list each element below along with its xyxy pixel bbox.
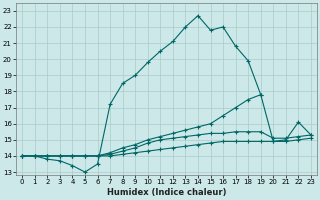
X-axis label: Humidex (Indice chaleur): Humidex (Indice chaleur): [107, 188, 226, 197]
